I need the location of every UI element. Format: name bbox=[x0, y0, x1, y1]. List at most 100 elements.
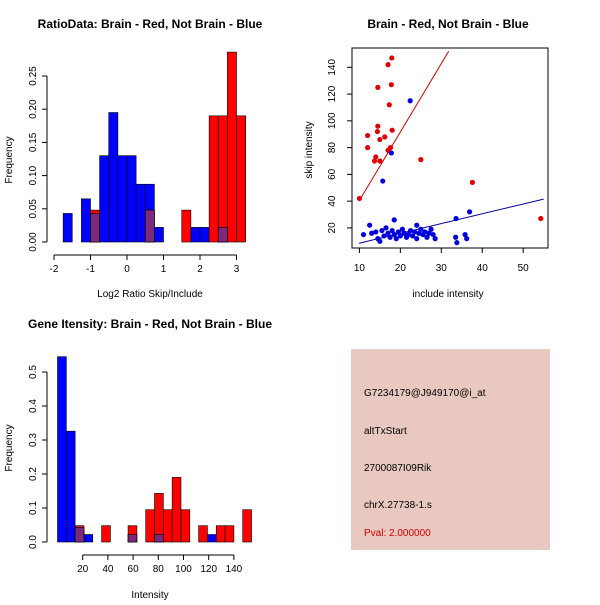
ratio-bar-blue bbox=[154, 227, 164, 243]
gene-y-tick-label: 0.0 bbox=[28, 535, 39, 549]
ratio-bar-overlap bbox=[144, 209, 155, 243]
scatter-point bbox=[393, 236, 399, 242]
scatter-y-tick-label: 120 bbox=[327, 85, 338, 102]
gene-intensity-panel: Gene Itensity: Brain - Red, Not Brain - … bbox=[4, 317, 272, 601]
scatter-point bbox=[389, 127, 395, 133]
scatter-y-tick-label: 100 bbox=[327, 112, 338, 129]
scatter-y-axis-label: skip intensity bbox=[304, 121, 315, 178]
gene-bar-red bbox=[101, 525, 111, 543]
gene-bar-red bbox=[171, 477, 182, 543]
scatter-x-axis-label: include intensity bbox=[412, 289, 483, 300]
scatter-chart-title: Brain - Red, Not Brain - Blue bbox=[367, 17, 529, 31]
scatter-point bbox=[373, 154, 379, 160]
scatter-point bbox=[377, 238, 383, 244]
gene-bar-blue bbox=[83, 534, 94, 543]
gene-y-tick-label: 0.4 bbox=[28, 399, 39, 413]
ratio-bar-blue bbox=[190, 227, 201, 243]
scatter-point bbox=[379, 227, 385, 234]
ratio-bar-blue bbox=[117, 155, 128, 243]
scatter-point bbox=[385, 62, 391, 68]
ratio-histogram-panel: RatioData: Brain - Red, Not Brain - Blue… bbox=[4, 17, 263, 300]
scatter-x-tick-label: 10 bbox=[354, 263, 366, 274]
scatter-point bbox=[401, 230, 408, 236]
gene-y-tick-label: 0.1 bbox=[28, 501, 39, 515]
pval-text: Pval: 2.000000 bbox=[364, 528, 431, 539]
scatter-point bbox=[462, 231, 468, 238]
scatter-point bbox=[538, 215, 544, 222]
scatter-point bbox=[416, 230, 422, 236]
gene-bar-red bbox=[198, 525, 208, 543]
scatter-panel: Brain - Red, Not Brain - Blue include in… bbox=[304, 17, 549, 300]
scatter-axes: 10 20 30 40 50 20 40 60 80 100 120 140 bbox=[327, 59, 529, 274]
scatter-point bbox=[389, 55, 395, 61]
scatter-y-tick-label: 60 bbox=[327, 168, 338, 180]
ratio-y-tick-label: 0.25 bbox=[28, 66, 39, 86]
scatter-point bbox=[422, 229, 428, 235]
gene-bar-red bbox=[215, 525, 226, 543]
scatter-x-tick-label: 30 bbox=[436, 263, 448, 274]
ratio-x-tick-label: 3 bbox=[234, 264, 240, 275]
ratio-bar-red bbox=[227, 51, 237, 243]
ratio-bar-red bbox=[181, 209, 192, 243]
scatter-point bbox=[387, 234, 393, 240]
scatter-x-tick-label: 40 bbox=[477, 263, 489, 274]
ratio-y-tick-label: 0.00 bbox=[28, 232, 39, 252]
gene-x-tick-label: 20 bbox=[77, 564, 89, 575]
location-text: chrX.27738-1.s bbox=[364, 500, 432, 511]
scatter-point bbox=[399, 226, 405, 232]
ratio-bar-blue bbox=[81, 198, 91, 243]
scatter-points bbox=[356, 55, 544, 246]
gene-axes: 20 40 60 80 100 120 140 0.0 0.1 0.2 0.3 0.4 0.5 bbox=[28, 365, 243, 575]
scatter-fit-lines bbox=[358, 50, 544, 244]
scatter-point bbox=[383, 225, 389, 231]
ratio-bar-blue bbox=[108, 112, 119, 243]
gene-bar-blue bbox=[207, 534, 217, 543]
scatter-point bbox=[469, 179, 476, 185]
gene-bar-overlap bbox=[74, 527, 85, 543]
ratio-bar-blue bbox=[199, 227, 210, 243]
scatter-point bbox=[388, 150, 394, 156]
ratio-x-tick-label: -1 bbox=[86, 264, 95, 275]
scatter-point bbox=[464, 236, 470, 242]
ratio-bar-overlap bbox=[90, 213, 100, 243]
ratio-bar-blue bbox=[135, 183, 146, 243]
gene-x-tick-label: 60 bbox=[128, 564, 140, 575]
scatter-x-tick-label: 20 bbox=[395, 263, 407, 274]
gene-bar-red bbox=[145, 509, 155, 543]
ratio-x-tick-label: 0 bbox=[124, 264, 130, 275]
scatter-point bbox=[430, 231, 436, 238]
ratio-y-tick-label: 0.20 bbox=[28, 99, 39, 119]
info-panel: G7234179@J949170@i_at altTxStart 2700087… bbox=[351, 349, 550, 550]
scatter-point bbox=[414, 236, 420, 242]
scatter-point bbox=[375, 84, 381, 90]
scatter-fit-line bbox=[358, 198, 544, 244]
ratio-x-tick-label: -2 bbox=[50, 264, 59, 275]
ratio-bar-red bbox=[217, 115, 228, 243]
ratio-bar-overlap bbox=[217, 227, 228, 243]
gene-bar-red bbox=[180, 509, 191, 543]
ratio-bar-blue bbox=[99, 155, 110, 243]
ratio-bar-red bbox=[208, 115, 219, 243]
scatter-x-tick-label: 50 bbox=[518, 263, 530, 274]
scatter-point bbox=[388, 82, 394, 88]
ratio-y-tick-label: 0.15 bbox=[28, 132, 39, 152]
ratio-bar-blue bbox=[62, 213, 73, 243]
gene-x-tick-label: 120 bbox=[200, 564, 217, 575]
gene-x-tick-label: 40 bbox=[102, 564, 114, 575]
scatter-point bbox=[367, 222, 373, 228]
scatter-point bbox=[374, 128, 381, 135]
scatter-point bbox=[389, 227, 395, 234]
scatter-point bbox=[405, 231, 412, 238]
ratio-bar-blue bbox=[126, 155, 137, 243]
ratio-y-tick-label: 0.10 bbox=[28, 165, 39, 185]
scatter-point bbox=[373, 229, 379, 235]
gene-bar-blue bbox=[57, 356, 67, 543]
scatter-point bbox=[391, 231, 397, 238]
scatter-point bbox=[453, 234, 459, 240]
gene-bar-red bbox=[224, 525, 235, 543]
scatter-point bbox=[453, 215, 459, 222]
gene-bar-blue bbox=[66, 430, 76, 543]
scatter-point bbox=[454, 240, 460, 246]
ratio-bar-red bbox=[236, 115, 246, 243]
scatter-point bbox=[407, 227, 414, 234]
